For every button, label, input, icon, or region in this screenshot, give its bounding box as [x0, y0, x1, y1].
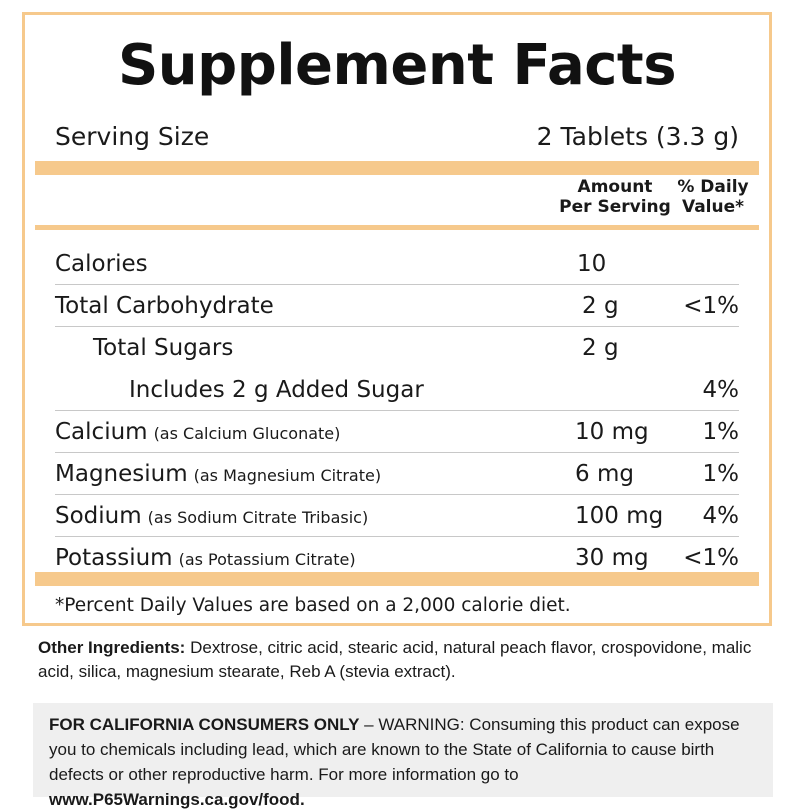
nutrient-row-added-sugar: Includes 2 g Added Sugar 4%: [55, 369, 739, 411]
nutrient-row-calcium: Calcium (as Calcium Gluconate) 10 mg 1%: [55, 411, 739, 453]
nutrient-name: Sodium: [55, 502, 142, 529]
nutrient-source: (as Sodium Citrate Tribasic): [147, 507, 369, 527]
serving-size-value: 2 Tablets (3.3 g): [536, 121, 739, 151]
other-ingredients-label: Other Ingredients:: [38, 638, 186, 657]
warning-text: – WARNING: Consuming this product can ex…: [49, 715, 740, 784]
nutrient-row-magnesium: Magnesium (as Magnesium Citrate) 6 mg 1%: [55, 453, 739, 495]
divider-band-middle: [35, 225, 759, 230]
nutrient-daily-value: 4%: [702, 376, 740, 403]
nutrient-row-total-carbohydrate: Total Carbohydrate 2 g <1%: [55, 285, 739, 327]
nutrient-amount: 10: [577, 250, 607, 277]
nutrient-source: (as Calcium Gluconate): [153, 423, 341, 443]
nutrient-daily-value: 1%: [702, 418, 740, 445]
serving-size-label: Serving Size: [55, 121, 210, 151]
other-ingredients: Other Ingredients: Dextrose, citric acid…: [38, 636, 758, 684]
nutrient-source: (as Magnesium Citrate): [193, 465, 382, 485]
california-warning-box: FOR CALIFORNIA CONSUMERS ONLY – WARNING:…: [33, 703, 773, 809]
nutrient-amount: 2 g: [582, 335, 619, 361]
nutrient-amount: 30 mg: [575, 545, 649, 571]
nutrient-name: Total Carbohydrate: [55, 292, 274, 319]
nutrient-amount: 6 mg: [575, 460, 634, 487]
serving-size-row: Serving Size 2 Tablets (3.3 g): [55, 116, 739, 156]
supplement-facts-panel: Supplement Facts Serving Size 2 Tablets …: [22, 12, 772, 626]
nutrient-amount: 100 mg: [575, 502, 664, 529]
nutrient-source: (as Potassium Citrate): [178, 550, 356, 569]
column-header-daily-value: % Daily Value*: [677, 177, 749, 217]
nutrient-amount: 10 mg: [575, 418, 649, 445]
nutrient-row-calories: Calories 10: [55, 243, 739, 285]
nutrient-daily-value: <1%: [683, 545, 739, 571]
nutrient-row-potassium: Potassium (as Potassium Citrate) 30 mg <1…: [55, 537, 739, 579]
other-ingredients-text: Dextrose, citric acid, stearic acid, nat…: [38, 638, 752, 681]
nutrient-amount: 2 g: [582, 292, 619, 319]
nutrient-name: Total Sugars: [93, 335, 234, 361]
nutrient-daily-value: 1%: [702, 460, 740, 487]
warning-heading: FOR CALIFORNIA CONSUMERS ONLY: [49, 715, 360, 734]
nutrient-daily-value: 4%: [702, 502, 740, 529]
divider-band-bottom: [35, 572, 759, 586]
nutrient-name: Calcium: [55, 418, 148, 445]
nutrient-daily-value: <1%: [683, 292, 739, 319]
nutrient-row-sodium: Sodium (as Sodium Citrate Tribasic) 100 m…: [55, 495, 739, 537]
column-header-amount: Amount Per Serving: [559, 177, 671, 217]
daily-value-footnote: *Percent Daily Values are based on a 2,0…: [55, 595, 571, 616]
nutrient-name: Magnesium: [55, 460, 188, 487]
nutrient-name: Calories: [55, 250, 148, 277]
nutrient-name: Potassium: [55, 545, 173, 571]
nutrient-row-total-sugars: Total Sugars 2 g: [55, 327, 739, 369]
label-title: Supplement Facts: [117, 33, 677, 98]
nutrient-name: Includes 2 g Added Sugar: [129, 376, 424, 403]
divider-band-top: [35, 161, 759, 175]
